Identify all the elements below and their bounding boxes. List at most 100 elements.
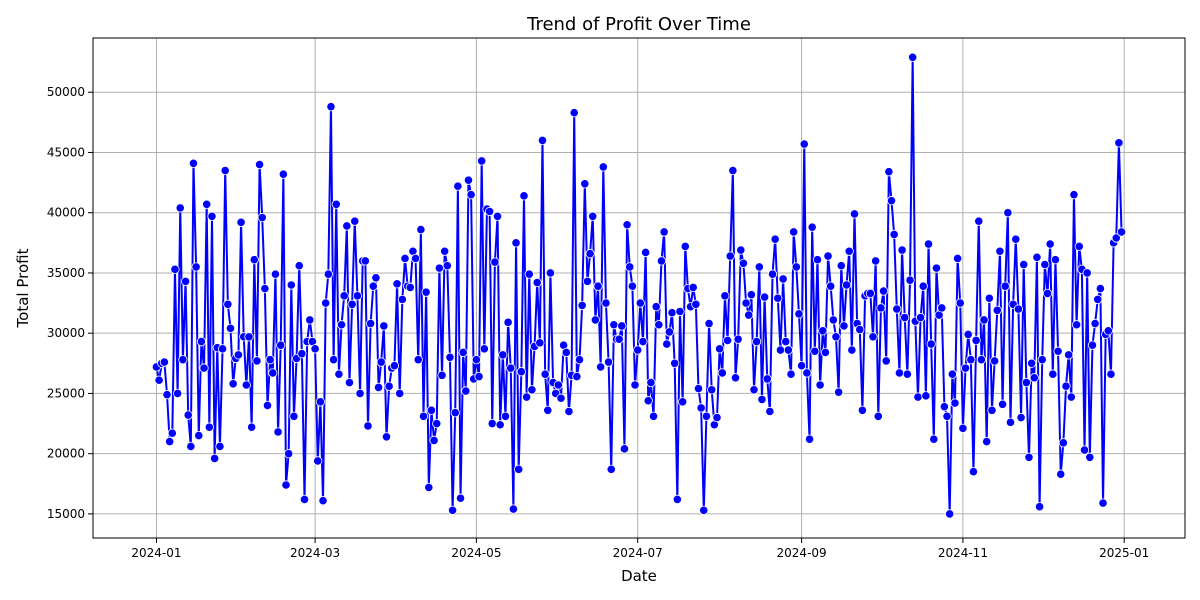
- data-point: [662, 339, 672, 349]
- data-point: [1095, 283, 1105, 294]
- data-point: [1116, 227, 1127, 237]
- data-point: [590, 315, 600, 325]
- data-point: [913, 392, 923, 402]
- data-point: [976, 355, 987, 365]
- data-point: [834, 387, 844, 397]
- data-point: [273, 427, 283, 437]
- data-point: [268, 368, 278, 378]
- data-point: [315, 397, 325, 407]
- data-point: [410, 253, 421, 264]
- data-point: [244, 332, 254, 342]
- data-point: [707, 385, 717, 395]
- data-point: [648, 411, 659, 421]
- data-point: [522, 392, 532, 402]
- data-point: [728, 165, 738, 176]
- data-point: [299, 494, 310, 505]
- data-point: [799, 139, 809, 149]
- data-point: [1066, 392, 1076, 402]
- data-point: [958, 423, 968, 433]
- data-point: [1048, 369, 1058, 379]
- data-point: [355, 388, 365, 399]
- data-point: [432, 418, 442, 429]
- data-point: [900, 312, 910, 323]
- data-point: [445, 352, 455, 362]
- data-point: [210, 453, 220, 464]
- data-point: [741, 298, 751, 308]
- x-tick-label: 2024-01: [131, 546, 181, 560]
- data-point: [455, 493, 466, 503]
- data-point: [886, 196, 897, 206]
- data-point: [1064, 350, 1074, 360]
- data-point: [797, 361, 807, 371]
- data-point: [953, 253, 963, 264]
- data-point: [233, 350, 244, 360]
- data-point: [1029, 373, 1039, 383]
- x-tick-label: 2024-07: [613, 546, 663, 560]
- data-point: [971, 335, 981, 346]
- data-point: [487, 418, 497, 429]
- data-point: [1040, 259, 1050, 270]
- data-point: [418, 411, 429, 421]
- data-point: [1074, 241, 1084, 252]
- data-point: [667, 308, 677, 318]
- data-point: [556, 393, 566, 403]
- data-point: [937, 303, 947, 313]
- data-point: [220, 165, 230, 176]
- data-point: [844, 246, 854, 256]
- data-point: [318, 496, 328, 506]
- data-point: [276, 340, 286, 350]
- data-point: [347, 299, 357, 309]
- data-point: [241, 380, 251, 390]
- y-tick-label: 35000: [47, 266, 85, 280]
- data-point: [284, 449, 294, 459]
- data-point: [992, 305, 1002, 315]
- data-point: [543, 405, 553, 415]
- data-point: [945, 509, 955, 519]
- data-point: [178, 355, 188, 365]
- data-point: [786, 369, 796, 379]
- data-point: [744, 310, 754, 320]
- data-point: [609, 320, 619, 330]
- plot-frame: [92, 37, 1186, 539]
- data-point: [204, 422, 214, 432]
- data-point: [1016, 412, 1026, 423]
- data-point: [381, 432, 392, 442]
- data-point: [688, 282, 698, 292]
- data-point: [191, 262, 201, 272]
- data-point: [236, 217, 246, 227]
- data-point: [1106, 369, 1116, 379]
- data-point: [646, 377, 656, 388]
- data-point: [802, 368, 812, 378]
- data-point: [416, 224, 426, 235]
- data-point: [461, 386, 471, 396]
- data-point: [162, 390, 172, 400]
- data-point: [738, 258, 749, 268]
- data-point: [847, 345, 857, 355]
- data-point: [167, 428, 177, 438]
- data-point: [199, 363, 209, 373]
- data-point: [614, 334, 624, 344]
- data-point: [804, 434, 815, 444]
- data-point: [588, 211, 598, 221]
- data-point: [979, 315, 989, 325]
- y-axis-label: Total Profit: [14, 248, 32, 328]
- data-point: [363, 421, 373, 431]
- data-point: [1079, 445, 1090, 455]
- data-point: [643, 396, 653, 406]
- data-point: [310, 344, 320, 354]
- data-point: [506, 363, 516, 373]
- data-point: [633, 345, 643, 355]
- data-point: [770, 234, 780, 244]
- data-point: [352, 291, 363, 301]
- data-point: [1045, 239, 1055, 249]
- data-point: [326, 102, 336, 112]
- data-point: [593, 281, 603, 291]
- data-point: [582, 276, 593, 286]
- data-point: [1005, 417, 1016, 427]
- data-point: [458, 347, 468, 358]
- data-point: [257, 212, 267, 223]
- data-point: [791, 262, 801, 272]
- data-point: [183, 410, 193, 420]
- data-point: [366, 318, 376, 329]
- data-point: [929, 434, 939, 444]
